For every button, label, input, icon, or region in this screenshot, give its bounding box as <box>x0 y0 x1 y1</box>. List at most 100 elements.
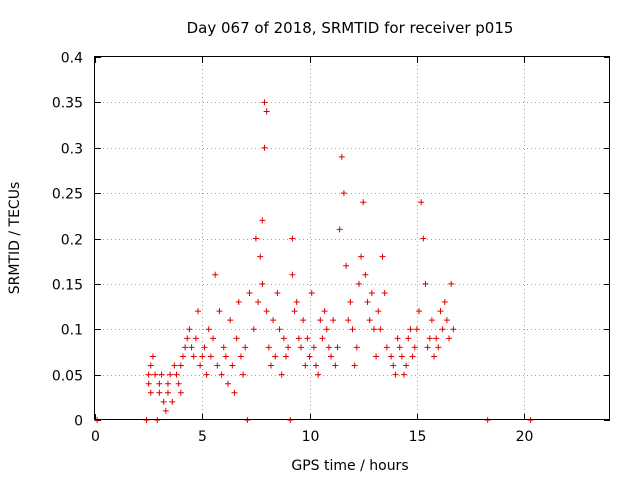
data-point <box>390 362 397 369</box>
data-point <box>420 235 427 242</box>
data-point <box>263 308 270 315</box>
data-point <box>334 344 341 351</box>
data-point <box>263 108 270 115</box>
data-point <box>343 262 350 269</box>
data-point <box>328 353 335 360</box>
data-point <box>443 317 450 324</box>
data-point <box>304 335 311 342</box>
data-point <box>368 289 375 296</box>
data-point <box>280 335 287 342</box>
data-point <box>388 353 395 360</box>
data-point <box>373 353 380 360</box>
data-point <box>295 335 302 342</box>
data-point <box>362 271 369 278</box>
data-point <box>164 389 171 396</box>
data-point <box>439 326 446 333</box>
data-point <box>218 371 225 378</box>
data-point <box>175 380 182 387</box>
data-point <box>431 353 438 360</box>
data-point <box>214 362 221 369</box>
data-point <box>338 153 345 160</box>
data-point <box>392 371 399 378</box>
data-point <box>192 335 199 342</box>
data-point <box>190 353 197 360</box>
data-point <box>145 380 152 387</box>
data-point <box>298 344 304 351</box>
data-point <box>270 317 277 324</box>
data-point <box>235 299 242 306</box>
data-point <box>345 317 352 324</box>
data-point <box>229 362 236 369</box>
data-point <box>276 326 283 333</box>
y-tick-label: 0.15 <box>52 278 83 294</box>
data-point <box>261 144 268 151</box>
data-point <box>433 335 440 342</box>
data-point <box>233 335 240 342</box>
data-point <box>272 353 279 360</box>
y-tick-label: 0.05 <box>52 369 83 385</box>
data-point <box>396 344 403 351</box>
data-points <box>94 99 534 423</box>
data-point <box>323 326 330 333</box>
data-point <box>171 362 178 369</box>
data-point <box>259 280 266 287</box>
data-point <box>315 371 322 378</box>
data-point <box>179 353 186 360</box>
data-point <box>201 344 208 351</box>
y-tick-label: 0.1 <box>61 323 83 339</box>
data-point <box>291 308 298 315</box>
data-point <box>401 371 407 378</box>
data-point <box>164 380 171 387</box>
y-tick-label: 0 <box>74 414 83 430</box>
data-point <box>162 407 169 414</box>
data-point <box>289 271 296 278</box>
data-point <box>212 271 219 278</box>
data-point <box>274 289 281 296</box>
data-point <box>293 299 300 306</box>
data-point <box>160 398 167 405</box>
data-point <box>446 335 453 342</box>
data-point <box>377 326 384 333</box>
data-point <box>222 353 229 360</box>
x-axis-label: GPS time / hours <box>291 458 408 474</box>
data-point <box>289 235 296 242</box>
data-point <box>306 353 313 360</box>
data-point <box>375 308 382 315</box>
data-point <box>379 253 386 260</box>
data-point <box>370 326 377 333</box>
data-point <box>448 280 455 287</box>
data-point <box>184 335 191 342</box>
x-tick-label: 5 <box>198 429 207 445</box>
x-tick-label: 15 <box>409 429 427 445</box>
data-point <box>252 235 259 242</box>
y-tick-label: 0.3 <box>61 142 83 158</box>
data-point <box>353 344 360 351</box>
x-tick-label: 20 <box>516 429 534 445</box>
data-point <box>413 326 420 333</box>
data-point <box>310 344 317 351</box>
tick-layer: 0 5 10 15 20 0 0.05 0.1 0.15 0.2 0.25 0.3 0.35 0.4 <box>52 51 610 445</box>
data-point <box>156 380 163 387</box>
data-point <box>302 362 309 369</box>
data-point <box>308 289 315 296</box>
data-point <box>319 335 326 342</box>
data-point <box>149 353 156 360</box>
data-point <box>407 326 414 333</box>
data-point <box>188 344 195 351</box>
data-point <box>358 253 365 260</box>
y-tick-label: 0.35 <box>52 96 83 112</box>
data-point <box>267 362 274 369</box>
data-point <box>177 362 184 369</box>
data-point <box>366 317 373 324</box>
data-point <box>257 253 264 260</box>
data-point <box>428 317 435 324</box>
chart-title: Day 067 of 2018, SRMTID for receiver p01… <box>187 19 514 37</box>
data-point <box>405 335 412 342</box>
data-point <box>199 353 206 360</box>
data-point <box>207 353 214 360</box>
data-point <box>409 353 416 360</box>
x-tick-label: 10 <box>302 429 320 445</box>
data-point <box>240 371 247 378</box>
data-point <box>441 299 448 306</box>
